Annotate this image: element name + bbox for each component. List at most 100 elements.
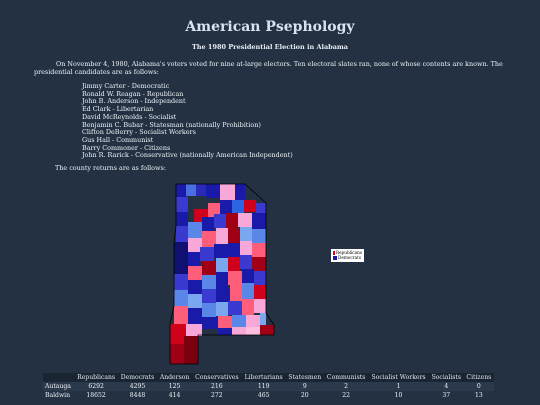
table-cell: 4295: [117, 382, 158, 391]
county-shape: [170, 344, 184, 364]
candidate-item: John R. Rarick - Conservative (nationall…: [82, 151, 293, 160]
county-shape: [242, 283, 254, 299]
county-shape: [235, 184, 245, 200]
county-shape: [188, 252, 200, 266]
column-header: Anderson: [157, 373, 193, 382]
column-header: Citizens: [463, 373, 494, 382]
county-shapes: [170, 184, 274, 364]
candidate-item: Ed Clark - Libertarian: [82, 105, 154, 114]
county-shape: [260, 325, 274, 335]
table-cell: 6292: [74, 382, 118, 391]
county-shape: [216, 288, 230, 302]
column-header: Democrats: [117, 373, 158, 382]
alabama-county-map: [169, 183, 275, 365]
county-shape: [244, 200, 256, 212]
county-shape: [188, 308, 202, 324]
intro-paragraph: On November 4, 1980, Alabama's voters vo…: [34, 60, 503, 77]
legend-label: Democrats: [338, 255, 362, 260]
table-cell: 119: [241, 382, 286, 391]
candidate-item: Ronald W. Reagan - Republican: [82, 89, 184, 98]
county-shape: [202, 317, 218, 329]
county-shape: [200, 247, 214, 261]
county-shape: [206, 184, 220, 198]
table-cell: 13: [463, 391, 494, 400]
county-name: Baldwin: [43, 391, 75, 400]
column-header: Communists: [323, 373, 369, 382]
legend-label: Republicans: [335, 250, 362, 255]
county-shape: [218, 316, 232, 328]
county-shape: [220, 200, 232, 214]
county-shape: [208, 203, 220, 217]
county-shape: [254, 285, 266, 299]
table-header-row: Republicans Democrats Anderson Conservat…: [43, 373, 494, 382]
table-cell: 10: [368, 391, 429, 400]
candidate-item: Barry Commoner - Citizens: [82, 143, 171, 152]
table-cell: 125: [157, 382, 193, 391]
county-shape: [254, 271, 266, 285]
county-shape: [176, 184, 186, 197]
county-shape: [188, 294, 202, 308]
county-shape: [220, 184, 235, 200]
table-cell: 1: [368, 382, 429, 391]
county-shape: [240, 255, 252, 269]
table-cell: 37: [428, 391, 464, 400]
candidate-item: Clifton DeBerry - Socialist Workers: [82, 128, 196, 137]
candidate-item: Benjamin C. Bubar - Statesman (nationall…: [82, 120, 261, 129]
column-header: Socialists: [428, 373, 464, 382]
county-shape: [216, 302, 228, 316]
county-shape: [196, 184, 206, 196]
table-cell: 18652: [74, 391, 118, 400]
candidate-item: David McReynolds - Socialist: [82, 112, 177, 121]
column-header: Socialist Workers: [368, 373, 429, 382]
county-shape: [176, 226, 188, 242]
county-shape: [202, 275, 216, 289]
table-cell: 272: [192, 391, 242, 400]
county-shape: [242, 269, 254, 283]
county-shape: [240, 241, 252, 255]
map-legend: Republicans Democrats: [331, 249, 364, 262]
table-row: Autauga 6292 4295 125 216 119 9 2 1 4 0: [43, 382, 494, 391]
county-shape: [202, 303, 216, 317]
table-cell: 4: [428, 382, 464, 391]
county-shape: [176, 197, 188, 212]
county-shape: [252, 213, 266, 229]
county-shape: [252, 229, 266, 243]
county-shape: [174, 258, 188, 274]
county-shape: [202, 289, 216, 303]
legend-entry-democrats: Democrats: [333, 255, 362, 260]
candidate-list: Jimmy Carter - Democratic Ronald W. Reag…: [82, 82, 293, 160]
column-header: Statesmen: [285, 373, 324, 382]
legend-entry-republicans: Republicans: [333, 250, 362, 255]
table-cell: 414: [157, 391, 193, 400]
county-shape: [228, 271, 242, 285]
county-returns-table: Republicans Democrats Anderson Conservat…: [43, 373, 494, 400]
county-shape: [176, 212, 188, 226]
county-shape: [186, 324, 202, 336]
table-cell: 0: [463, 382, 494, 391]
county-shape: [246, 315, 260, 327]
county-shape: [188, 266, 202, 280]
county-shape: [188, 280, 202, 294]
county-shape: [174, 274, 188, 290]
county-shape: [256, 203, 266, 213]
county-shape: [230, 285, 242, 301]
candidate-item: Jimmy Carter - Democratic: [82, 82, 170, 90]
county-shape: [184, 336, 198, 364]
page-subtitle: The 1980 Presidential Election in Alabam…: [191, 43, 349, 51]
table-cell: 8448: [117, 391, 158, 400]
column-header: [43, 373, 75, 382]
county-shape: [218, 328, 232, 335]
county-shape: [226, 213, 238, 229]
county-shape: [238, 213, 252, 227]
county-shape: [214, 214, 226, 228]
county-shape: [232, 200, 244, 213]
table-cell: 465: [241, 391, 286, 400]
column-header: Conservatives: [192, 373, 242, 382]
table-cell: 216: [192, 382, 242, 391]
table-cell: 9: [285, 382, 324, 391]
candidate-item: Gus Hall - Communist: [82, 135, 154, 144]
county-shape: [202, 261, 216, 275]
column-header: Libertarians: [241, 373, 286, 382]
county-shape: [228, 257, 240, 271]
county-shape: [174, 290, 188, 306]
